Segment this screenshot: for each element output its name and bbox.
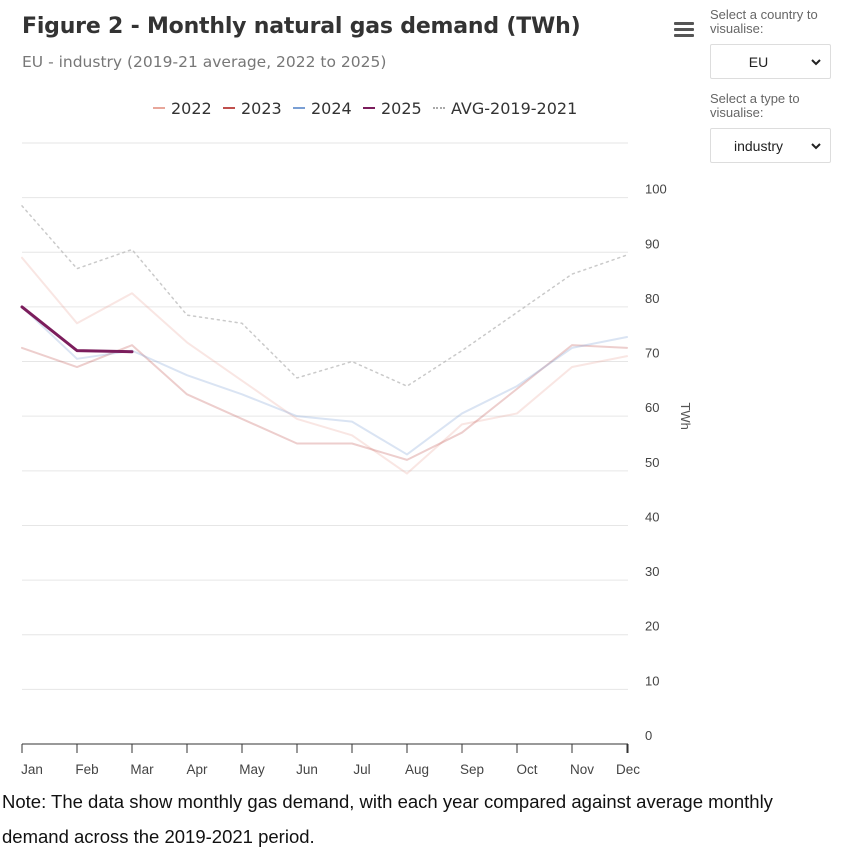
x-tick-label: Dec <box>616 762 640 777</box>
x-tick-label: Aug <box>405 762 429 777</box>
hamburger-menu-icon[interactable] <box>674 22 694 38</box>
legend-swatch <box>153 107 165 109</box>
country-select[interactable]: EU <box>710 44 831 79</box>
legend-item-2025[interactable]: 2025 <box>363 96 422 120</box>
country-select-value: EU <box>748 54 769 70</box>
y-tick-label: 90 <box>645 236 659 251</box>
chevron-down-icon <box>811 59 821 66</box>
legend-label: 2022 <box>171 98 212 118</box>
chart-note: Note: The data show monthly gas demand, … <box>2 791 773 847</box>
y-tick-label: 80 <box>645 291 659 306</box>
legend-swatch <box>433 107 445 109</box>
legend-label: 2025 <box>381 98 422 118</box>
y-tick-label: 0 <box>645 728 652 743</box>
x-tick-label: Nov <box>570 762 594 777</box>
y-tick-label: 40 <box>645 509 659 524</box>
legend-item-avg-2019-2021[interactable]: AVG-2019-2021 <box>433 96 577 120</box>
series-line-2024 <box>21 305 628 456</box>
country-select-label: Select a country to visualise: <box>710 7 818 36</box>
legend-swatch <box>363 107 375 109</box>
x-tick-label: Oct <box>516 762 537 777</box>
type-select-label: Select a type to visualise: <box>710 91 800 120</box>
y-tick-label: 30 <box>645 564 659 579</box>
x-tick-label: Jun <box>296 762 318 777</box>
menu-bar <box>674 22 694 25</box>
legend-item-2023[interactable]: 2023 <box>223 96 282 120</box>
legend-swatch <box>223 107 235 109</box>
legend-item-2024[interactable]: 2024 <box>293 96 352 120</box>
chart-legend: 2022 2023 2024 2025 AVG-2019-2021 <box>0 96 720 120</box>
x-tick-label: May <box>239 762 265 777</box>
y-tick-label: 70 <box>645 346 659 361</box>
type-select[interactable]: industry <box>710 128 831 163</box>
legend-swatch <box>293 107 305 109</box>
y-tick-label: 10 <box>645 673 659 688</box>
series-line-avg-2019-2021 <box>21 205 628 387</box>
legend-label: 2023 <box>241 98 282 118</box>
x-tick-label: Sep <box>460 762 484 777</box>
line-chart: 0 10 20 30 40 50 60 70 80 90 100 TWh Jan Feb Mar Apr May… <box>20 142 693 777</box>
chevron-down-icon <box>811 143 821 150</box>
y-tick-label: 50 <box>645 455 659 470</box>
legend-item-2022[interactable]: 2022 <box>153 96 212 120</box>
x-tick-label: Jan <box>21 762 43 777</box>
legend-label: 2024 <box>311 98 352 118</box>
chart-title: Figure 2 - Monthly natural gas demand (T… <box>22 14 581 39</box>
y-tick-label: 100 <box>645 182 667 197</box>
chart-subtitle: EU - industry (2019-21 average, 2022 to … <box>22 53 387 71</box>
legend-label: AVG-2019-2021 <box>451 98 578 118</box>
menu-bar <box>674 28 694 31</box>
y-axis-label: TWh <box>678 402 693 429</box>
x-tick-label: Feb <box>75 762 98 777</box>
y-tick-label: 60 <box>645 400 659 415</box>
menu-bar <box>674 34 694 37</box>
series-line-2022 <box>21 256 628 475</box>
x-tick-label: Jul <box>353 762 370 777</box>
type-select-value: industry <box>733 138 784 154</box>
x-tick-label: Apr <box>186 762 208 777</box>
series-line-2023 <box>21 344 628 461</box>
series-line-2025 <box>20 305 134 354</box>
y-tick-label: 20 <box>645 619 659 634</box>
x-tick-label: Mar <box>130 762 154 777</box>
